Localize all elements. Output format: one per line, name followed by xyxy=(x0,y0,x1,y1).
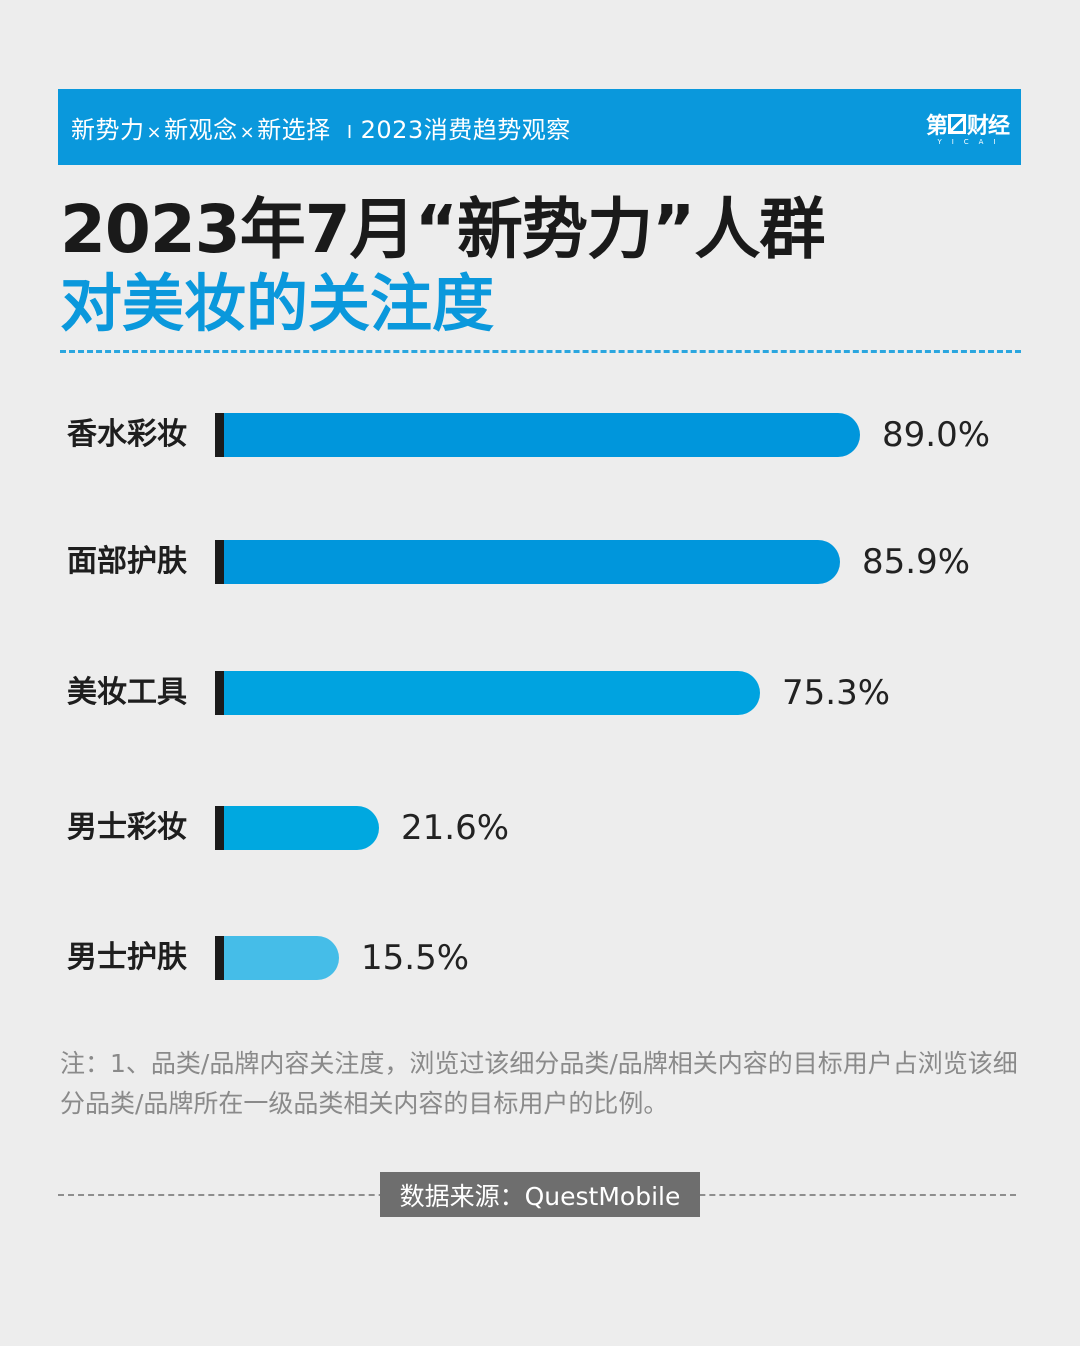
value-label: 21.6% xyxy=(401,808,510,848)
banner-tagline: 新势力 ×新观念 ×新选择 I 2023消费趋势观察 xyxy=(71,110,571,145)
banner-segment-2: 新观念 xyxy=(164,115,238,144)
header-banner: 新势力 ×新观念 ×新选择 I 2023消费趋势观察 第 财经 YICAI xyxy=(58,89,1021,165)
page-subtitle: 对美妆的关注度 xyxy=(60,267,495,340)
bar-marker xyxy=(215,413,224,457)
bar-marker xyxy=(215,806,224,850)
category-label: 面部护肤 xyxy=(67,544,187,579)
bar xyxy=(224,413,860,457)
banner-segment-3: 新选择 xyxy=(257,115,331,144)
chart-row: 面部护肤 85.9% xyxy=(0,540,1080,584)
times-icon: × xyxy=(146,121,163,143)
page-title: 2023年7月“新势力”人群 xyxy=(60,191,825,268)
bar-marker xyxy=(215,671,224,715)
footnote: 注：1、品类/品牌内容关注度，浏览过该细分品类/品牌相关内容的目标用户占浏览该细… xyxy=(60,1049,1018,1118)
chart-row: 男士护肤 15.5% xyxy=(0,936,1080,980)
bar-marker xyxy=(215,936,224,980)
bar xyxy=(224,936,339,980)
chart-row: 美妆工具 75.3% xyxy=(0,671,1080,715)
banner-divider: I xyxy=(346,121,353,143)
bar xyxy=(224,540,840,584)
title-divider xyxy=(60,350,1021,353)
logo-mark-icon xyxy=(947,114,966,134)
value-label: 75.3% xyxy=(782,673,891,713)
bar xyxy=(224,806,379,850)
logo-text-right: 财经 xyxy=(966,114,1010,139)
bar-marker xyxy=(215,540,224,584)
value-label: 15.5% xyxy=(361,938,470,978)
yicai-logo: 第 财经 YICAI xyxy=(925,108,1010,146)
value-label: 89.0% xyxy=(882,415,991,455)
logo-subtext: YICAI xyxy=(937,138,1006,146)
category-label: 美妆工具 xyxy=(67,675,187,710)
value-label: 85.9% xyxy=(862,542,971,582)
category-label: 男士彩妆 xyxy=(67,810,187,845)
category-label: 男士护肤 xyxy=(67,940,187,975)
times-icon: × xyxy=(239,121,256,143)
bar-chart: 香水彩妆 89.0% 面部护肤 85.9% 美妆工具 75.3% 男士彩妆 21.6% 男士护肤… xyxy=(0,413,1080,980)
category-label: 香水彩妆 xyxy=(67,417,187,452)
logo-text-left: 第 xyxy=(925,114,948,139)
chart-row: 香水彩妆 89.0% xyxy=(0,413,1080,457)
data-source-badge: 数据来源：QuestMobile xyxy=(380,1172,700,1217)
banner-subtitle: 2023消费趋势观察 xyxy=(360,115,571,144)
chart-row: 男士彩妆 21.6% xyxy=(0,806,1080,850)
banner-segment-1: 新势力 xyxy=(71,115,145,144)
bar xyxy=(224,671,760,715)
